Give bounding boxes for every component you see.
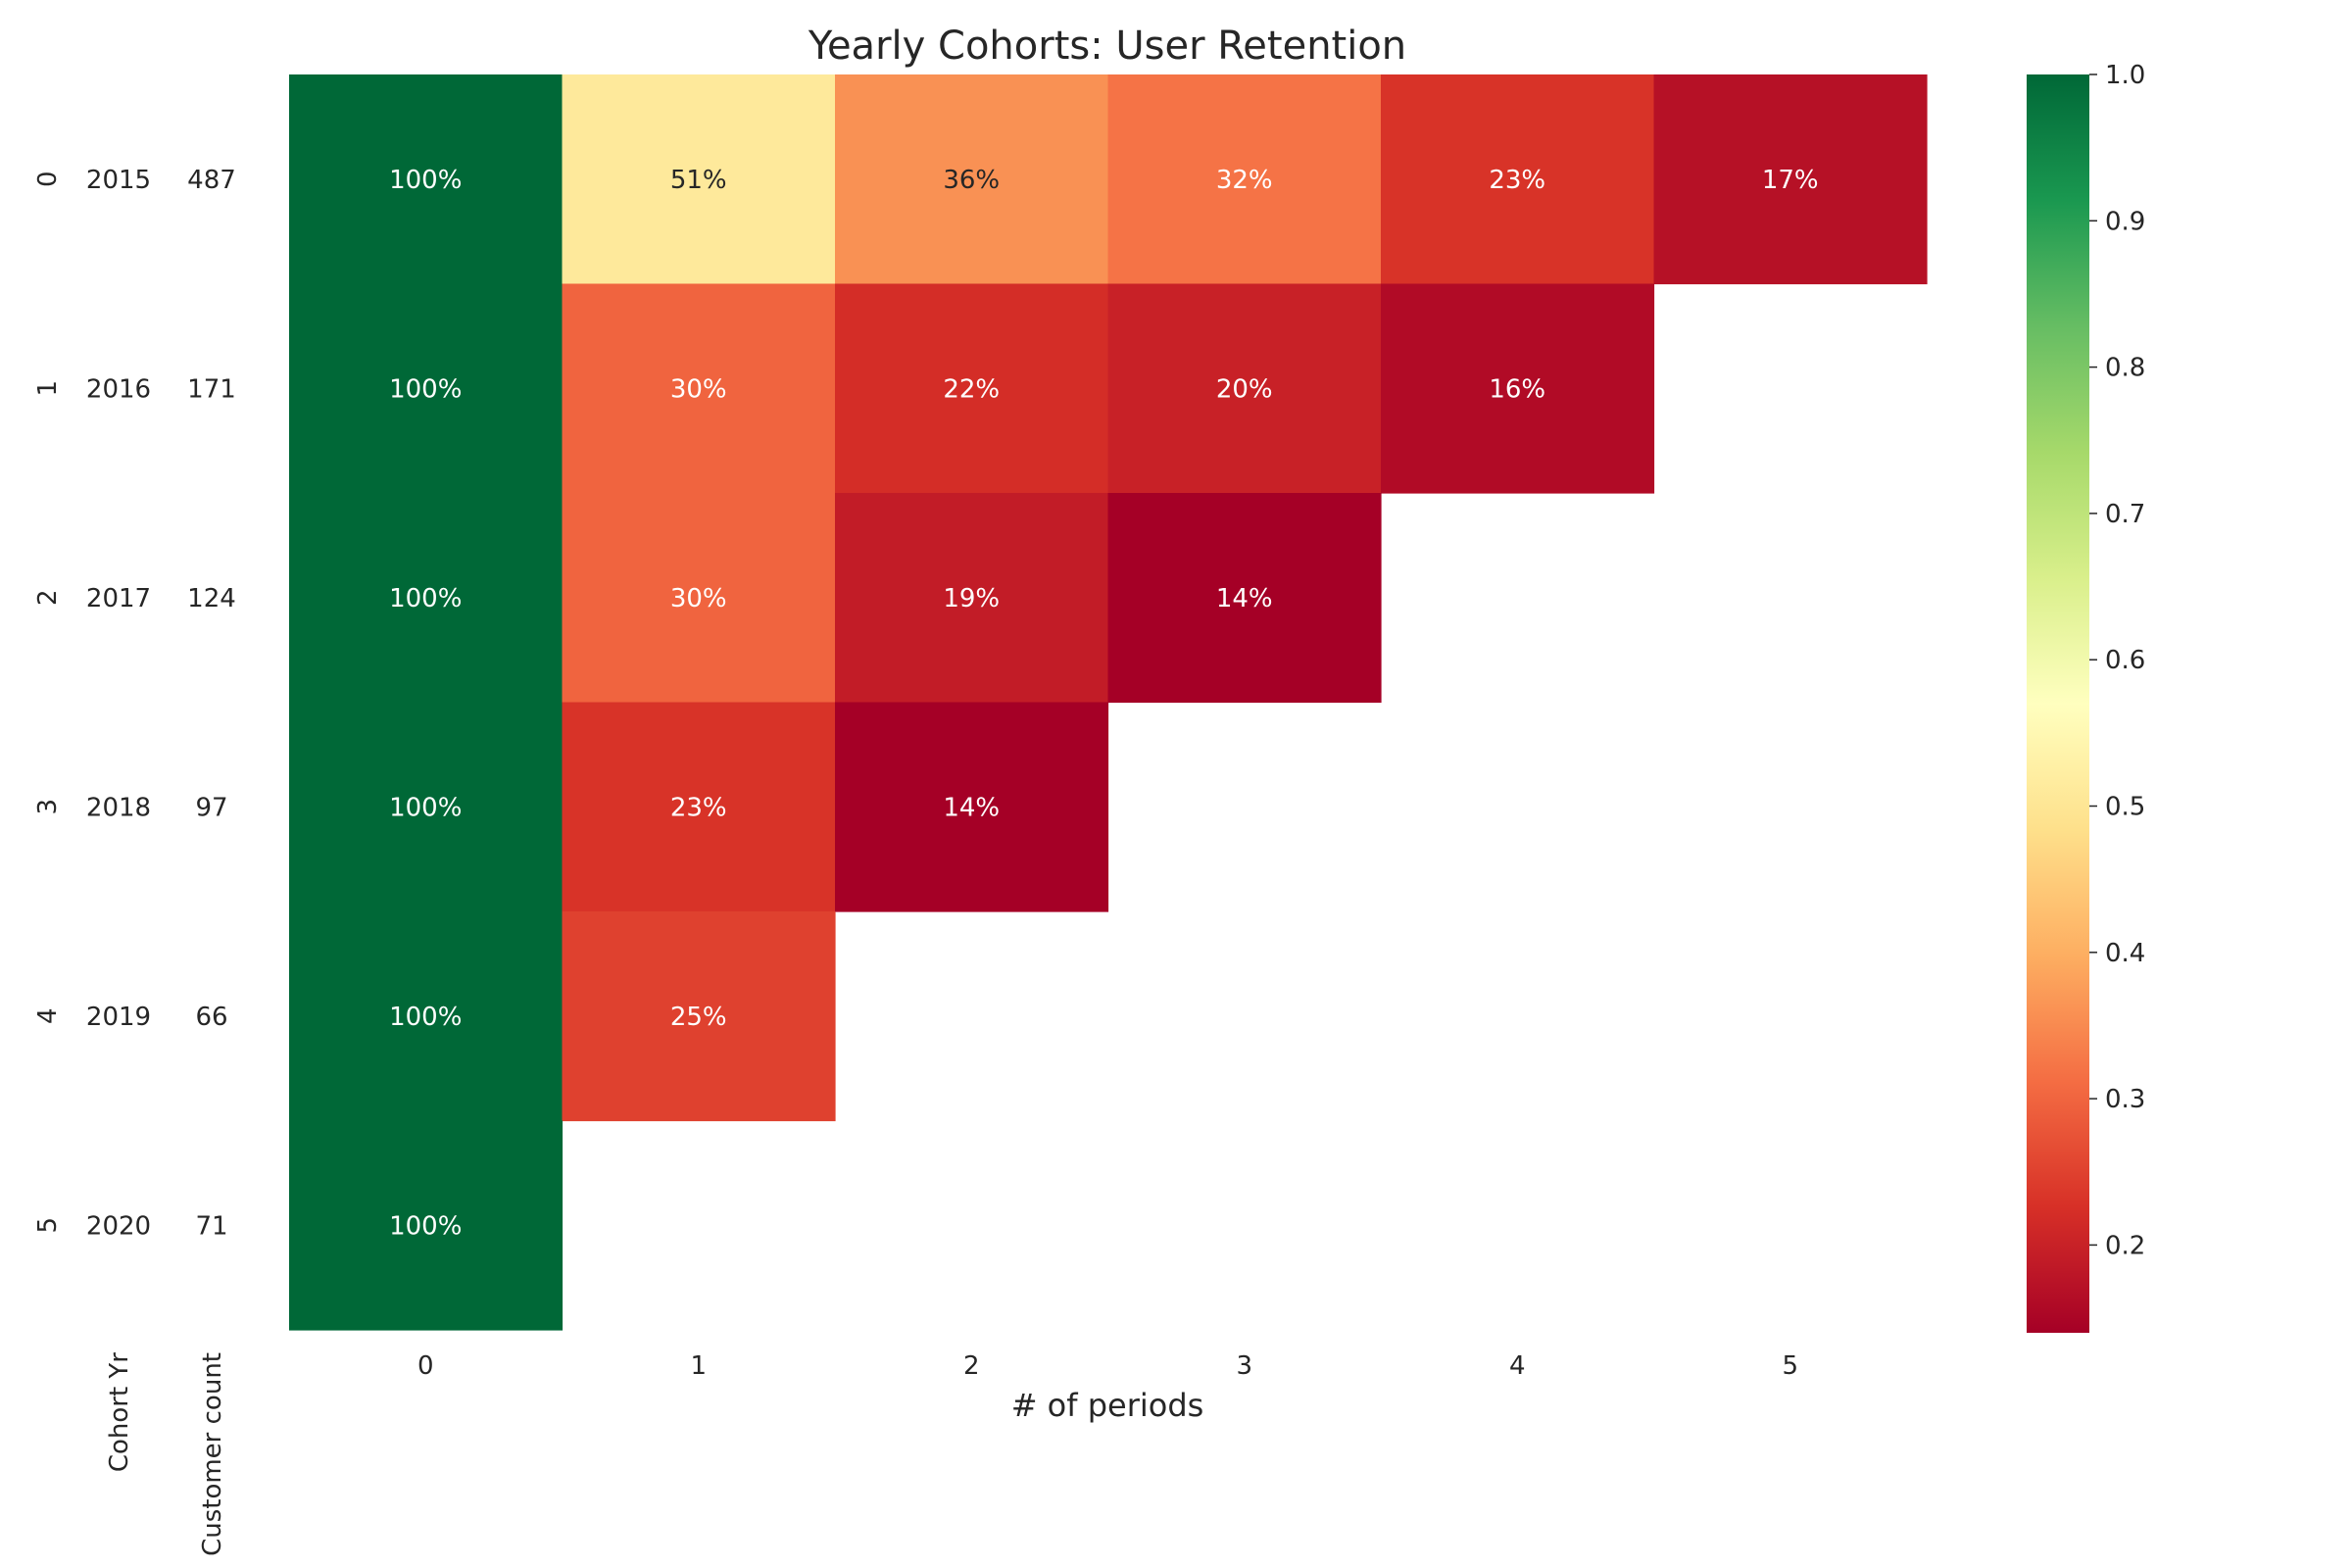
colorbar: 0.2 0.3 0.4 0.5 0.6 0.7 0.8 0.9 1.0 <box>2027 61 2145 1333</box>
heatmap-cell-r1-c4 <box>1381 283 1655 494</box>
heatmap-cell-r1-c0 <box>289 283 564 494</box>
chart-title: Yearly Cohorts: User Retention <box>808 24 1406 69</box>
row-index-label-4: 4 <box>33 1007 63 1024</box>
customer-count-label-3: 97 <box>195 793 227 822</box>
cell-label-r1-c4: 16% <box>1489 374 1545 404</box>
colorbar-tick-label-7: 0.9 <box>2105 207 2145 236</box>
heatmap-cells: 100% 51% 36% 32% 23% 17% 100% 30% 22% 20% 16% 100% 3… <box>289 74 1928 1331</box>
cell-label-r1-c2: 22% <box>943 374 1000 404</box>
colorbar-tick-label-2: 0.4 <box>2105 939 2145 968</box>
cell-label-r0-c4: 23% <box>1489 166 1545 195</box>
side-header-0: Cohort Yr <box>105 1352 134 1472</box>
customer-count-label-0: 487 <box>187 166 236 195</box>
colorbar-tick-label-5: 0.7 <box>2105 500 2145 529</box>
heatmap-cell-r5-c0 <box>289 1120 564 1331</box>
cohort-year-label-1: 2016 <box>86 374 151 404</box>
colorbar-tick-label-0: 0.2 <box>2105 1231 2145 1260</box>
x-tick-label-5: 5 <box>1782 1351 1798 1381</box>
cell-label-r3-c0: 100% <box>389 793 462 822</box>
heatmap-cell-r1-c2 <box>835 283 1109 494</box>
heatmap-cell-r2-c1 <box>562 493 836 704</box>
heatmap-cell-r0-c4 <box>1381 74 1655 285</box>
cohort-year-label-5: 2020 <box>86 1211 151 1241</box>
heatmap-cell-r0-c0 <box>289 74 564 285</box>
colorbar-tick-label-4: 0.6 <box>2105 646 2145 675</box>
cell-label-r1-c0: 100% <box>389 374 462 404</box>
colorbar-tick-label-8: 1.0 <box>2105 61 2145 90</box>
x-tick-label-4: 4 <box>1509 1351 1526 1381</box>
cohort-year-label-3: 2018 <box>86 793 151 822</box>
cell-label-r2-c2: 19% <box>943 584 1000 613</box>
customer-count-label-5: 71 <box>195 1211 227 1241</box>
x-tick-label-0: 0 <box>417 1351 434 1381</box>
heatmap-cell-r3-c0 <box>289 702 564 912</box>
cell-label-r1-c3: 20% <box>1216 374 1273 404</box>
cell-label-r0-c3: 32% <box>1216 166 1273 195</box>
heatmap-cell-r3-c2 <box>835 702 1109 912</box>
cell-label-r4-c1: 25% <box>670 1003 727 1032</box>
customer-count-label-2: 124 <box>187 584 236 613</box>
cell-label-r4-c0: 100% <box>389 1003 462 1032</box>
cell-label-r0-c5: 17% <box>1762 166 1819 195</box>
cell-label-r2-c1: 30% <box>670 584 727 613</box>
side-table-headers: Cohort Yr Customer count <box>105 1352 227 1556</box>
cell-label-r1-c1: 30% <box>670 374 727 404</box>
heatmap-cell-r1-c1 <box>562 283 836 494</box>
heatmap-cell-r0-c3 <box>1107 74 1382 285</box>
cell-label-r0-c1: 51% <box>670 166 727 195</box>
cell-label-r3-c2: 14% <box>943 793 1000 822</box>
cell-label-r0-c2: 36% <box>943 166 1000 195</box>
heatmap-cell-r4-c0 <box>289 911 564 1122</box>
x-tick-label-1: 1 <box>690 1351 707 1381</box>
side-header-1: Customer count <box>198 1352 227 1556</box>
x-tick-label-2: 2 <box>963 1351 980 1381</box>
cell-label-r5-c0: 100% <box>389 1211 462 1241</box>
heatmap-cell-r0-c5 <box>1653 74 1928 285</box>
heatmap-cell-r2-c2 <box>835 493 1109 704</box>
row-index-label-5: 5 <box>33 1217 63 1234</box>
x-axis-ticks: 0 1 2 3 4 5 <box>417 1351 1798 1381</box>
heatmap-cell-r0-c2 <box>835 74 1109 285</box>
heatmap-cell-r3-c1 <box>562 702 836 912</box>
heatmap-cell-r2-c0 <box>289 493 564 704</box>
heatmap-cell-r1-c3 <box>1107 283 1382 494</box>
cell-label-r3-c1: 23% <box>670 793 727 822</box>
cell-label-r2-c0: 100% <box>389 584 462 613</box>
cohort-side-table: 0 2015 487 1 2016 171 2 2017 124 3 2018 97 4 2019 66 5 2… <box>33 166 236 1242</box>
heatmap-cell-r0-c1 <box>562 74 836 285</box>
cohort-year-label-0: 2015 <box>86 166 151 195</box>
colorbar-gradient <box>2027 74 2089 1333</box>
cell-label-r2-c3: 14% <box>1216 584 1273 613</box>
colorbar-tick-label-6: 0.8 <box>2105 354 2145 383</box>
row-index-label-0: 0 <box>33 171 63 187</box>
row-index-label-2: 2 <box>33 589 63 606</box>
x-tick-label-3: 3 <box>1236 1351 1252 1381</box>
heatmap-cell-r2-c3 <box>1107 493 1382 704</box>
row-index-label-3: 3 <box>33 799 63 815</box>
row-index-label-1: 1 <box>33 380 63 397</box>
customer-count-label-4: 66 <box>195 1003 227 1032</box>
customer-count-label-1: 171 <box>187 374 236 404</box>
colorbar-tick-label-1: 0.3 <box>2105 1085 2145 1114</box>
x-axis-label: # of periods <box>1011 1387 1204 1424</box>
cohort-year-label-2: 2017 <box>86 584 151 613</box>
cell-label-r0-c0: 100% <box>389 166 462 195</box>
heatmap-cell-r4-c1 <box>562 911 836 1122</box>
colorbar-tick-label-3: 0.5 <box>2105 793 2145 822</box>
cohort-year-label-4: 2019 <box>86 1003 151 1032</box>
